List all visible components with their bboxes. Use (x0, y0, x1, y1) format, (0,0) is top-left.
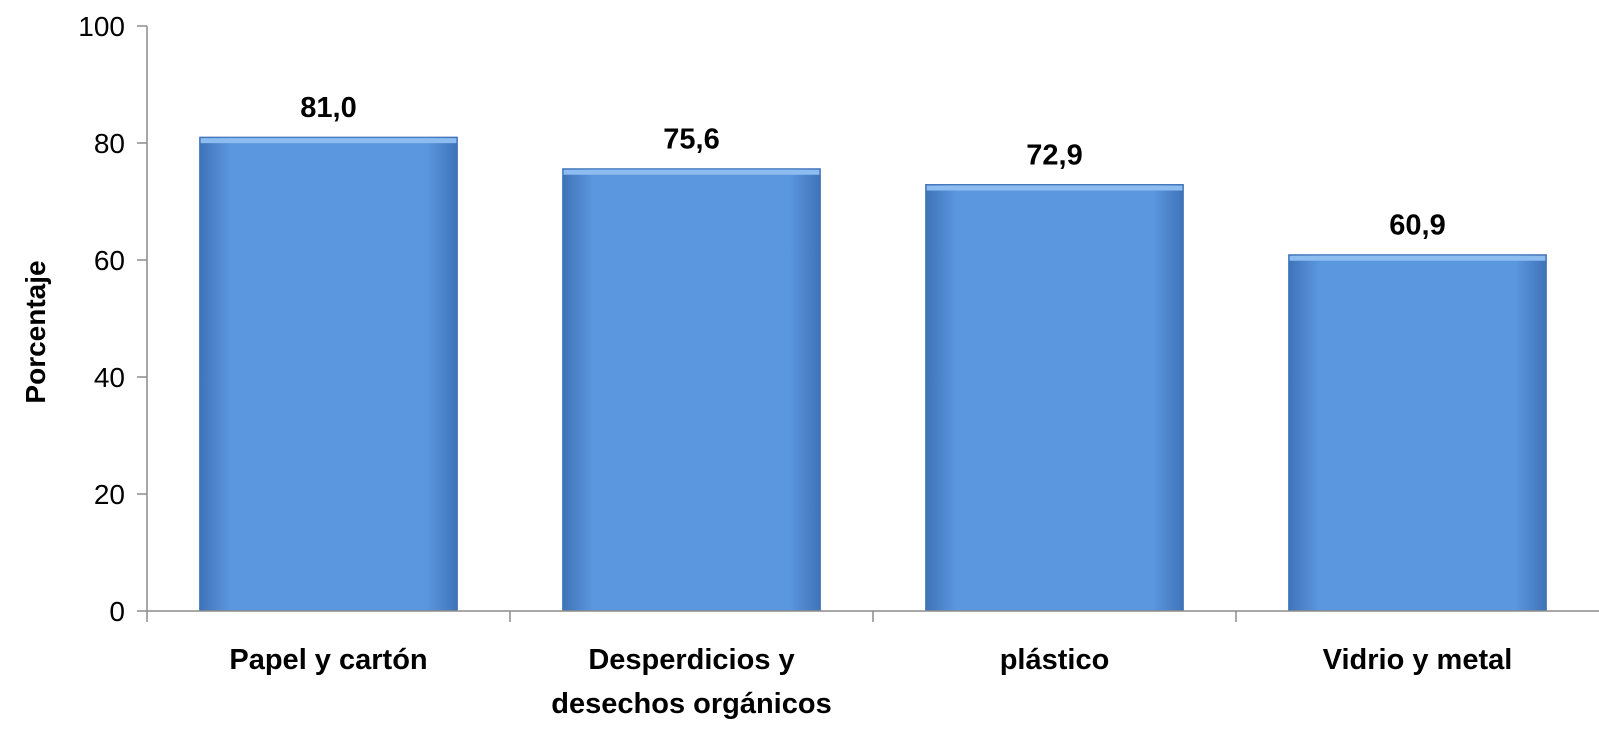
category-label: Papel y cartón (229, 644, 427, 676)
bar-group (925, 184, 1184, 612)
category-labels: Papel y cartón Desperdicios y desechos org… (229, 644, 1512, 720)
y-axis-title: Porcentaje (20, 260, 51, 403)
y-tick-label: 40 (94, 362, 125, 393)
bar-group (199, 136, 458, 612)
y-tick-label: 60 (94, 245, 125, 276)
bar-top-highlight (1289, 255, 1546, 261)
bar-top-highlight (926, 185, 1183, 191)
bar-group (1288, 254, 1547, 612)
data-label: 81,0 (300, 92, 356, 124)
category-label-line: Desperdicios y (588, 644, 794, 676)
category-label: Desperdicios y desechos orgánicos (551, 644, 831, 720)
y-ticks: 0 20 40 60 80 100 (78, 11, 147, 627)
data-label: 72,9 (1026, 140, 1082, 172)
y-tick-label: 0 (109, 596, 125, 627)
bars (199, 136, 1547, 612)
category-label-line: Papel y cartón (229, 644, 427, 676)
category-label-line: desechos orgánicos (551, 688, 831, 720)
bar (1288, 254, 1547, 612)
bar-group (562, 168, 821, 612)
bar (925, 184, 1184, 612)
data-label: 75,6 (663, 124, 719, 156)
data-labels: 81,0 75,6 72,9 60,9 (300, 92, 1445, 242)
bar (562, 168, 821, 612)
y-axis-title-group: Porcentaje (20, 260, 51, 403)
bar-top-highlight (563, 169, 820, 175)
bar (199, 136, 458, 612)
category-label-line: plástico (1000, 644, 1110, 676)
y-tick-label: 100 (78, 11, 125, 42)
axes (146, 26, 1599, 622)
y-tick-label: 20 (94, 479, 125, 510)
category-label-line: Vidrio y metal (1323, 644, 1513, 676)
category-label: plástico (1000, 644, 1110, 676)
bar-top-highlight (200, 138, 457, 144)
y-tick-label: 80 (94, 128, 125, 159)
category-label: Vidrio y metal (1323, 644, 1513, 676)
data-label: 60,9 (1389, 210, 1445, 242)
